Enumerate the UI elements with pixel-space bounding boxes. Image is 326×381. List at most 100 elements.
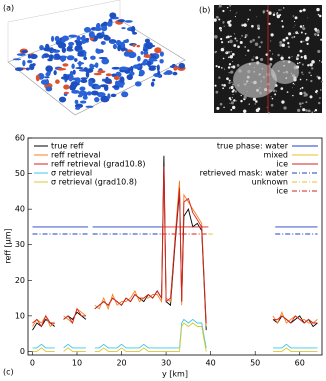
cloud-pixel xyxy=(272,13,276,17)
y-tick-label: 10 xyxy=(15,311,25,320)
cloud-pixel xyxy=(229,55,234,59)
cloud-blob xyxy=(117,19,126,23)
cloud-blob xyxy=(61,35,70,42)
cloud-blob xyxy=(132,64,141,69)
cloud-pixel xyxy=(300,31,303,34)
cloud-blob xyxy=(119,76,125,84)
cloud-pixel xyxy=(251,24,254,28)
cloud-pixel xyxy=(278,9,280,11)
cloud-blob xyxy=(74,58,78,62)
x-tick-label: 60 xyxy=(295,359,305,368)
y-tick-label: 20 xyxy=(15,276,25,285)
cloud-pixel xyxy=(215,65,218,68)
cloud-pixel xyxy=(309,63,313,67)
cloud-blob xyxy=(39,74,44,78)
cloud-pixel xyxy=(230,108,233,111)
cloud-blob xyxy=(163,72,169,75)
cloud-pixel xyxy=(302,108,306,112)
cloud-blob xyxy=(154,47,162,54)
cloud-pixel xyxy=(304,92,308,97)
cloud-pixel xyxy=(316,7,320,12)
cloud-render xyxy=(7,0,186,116)
cloud-pixel xyxy=(294,16,298,20)
cloud-blob xyxy=(173,66,178,71)
cloud-pixel xyxy=(237,45,240,49)
cloud-pixel xyxy=(307,109,311,113)
cloud-blob xyxy=(53,48,57,51)
cloud-pixel xyxy=(229,39,233,44)
cloud-pixel xyxy=(317,76,321,80)
cloud-pixel xyxy=(228,81,231,85)
cloud-pixel xyxy=(283,7,285,9)
cloud-pixel xyxy=(221,67,223,69)
cloud-blob xyxy=(94,97,100,103)
cloud-pixel xyxy=(311,60,315,64)
cloud-pixel xyxy=(243,23,247,27)
cloud-blob xyxy=(99,84,109,88)
cloud-pixel xyxy=(299,91,303,96)
cloud-pixel xyxy=(310,67,314,70)
cloud-blob xyxy=(25,67,30,71)
cloud-blob xyxy=(159,51,164,57)
cloud-blob xyxy=(98,56,108,59)
cloud-pixel xyxy=(296,31,297,33)
y-tick-label: 50 xyxy=(15,169,25,178)
cloud-pixel xyxy=(240,94,242,97)
cloud-pixel xyxy=(281,25,284,28)
cloud-blob xyxy=(121,27,126,30)
cloud-blob xyxy=(149,53,154,56)
cloud-blob xyxy=(125,38,129,43)
cloud-blob xyxy=(144,38,151,44)
plot-frame xyxy=(27,137,323,356)
cloud-pixel xyxy=(252,97,257,101)
cloud-pixel xyxy=(296,54,300,57)
cloud-blob xyxy=(113,75,120,81)
cloud-pixel xyxy=(226,51,228,53)
cloud-pixel xyxy=(231,81,233,84)
cloud-blob xyxy=(172,71,178,76)
cloud-pixel xyxy=(309,95,313,99)
cloud-pixel xyxy=(242,109,247,113)
cloud-pixel xyxy=(247,18,250,21)
cloud-pixel xyxy=(256,24,260,28)
cloud-pixel xyxy=(236,64,240,67)
cloud-blob xyxy=(90,90,99,96)
cloud-pixel xyxy=(221,84,224,86)
cloud-pixel xyxy=(226,77,229,81)
cloud-pixel xyxy=(294,24,296,26)
cloud-blob xyxy=(39,44,44,51)
cloud-pixel xyxy=(321,80,323,83)
cloud-pixel xyxy=(301,102,304,105)
cloud-pixel xyxy=(316,30,320,34)
cloud-pixel xyxy=(222,9,225,13)
cloud-pixel xyxy=(277,53,280,57)
cloud-blob xyxy=(88,79,93,87)
cloud-blob xyxy=(61,47,67,53)
cloud-blob xyxy=(156,64,160,72)
cloud-pixel xyxy=(257,27,260,30)
cloud-blob xyxy=(85,105,94,108)
cloud-blob xyxy=(21,50,28,54)
cloud-blob xyxy=(148,66,156,71)
cloud-blob xyxy=(137,55,141,62)
cloud-pixel xyxy=(317,13,320,16)
cloud-blob xyxy=(148,57,156,62)
cloud-blob xyxy=(142,48,149,52)
cloud-mass xyxy=(271,60,299,84)
cloud-blob xyxy=(140,50,144,55)
cloud-blob xyxy=(29,53,38,60)
cloud-pixel xyxy=(218,26,222,30)
y-tick-label: 0 xyxy=(20,347,25,356)
cloud-pixel xyxy=(281,55,283,57)
cloud-pixel xyxy=(252,38,255,42)
cloud-pixel xyxy=(317,34,320,37)
cloud-pixel xyxy=(228,71,230,74)
cloud-blob xyxy=(55,79,60,84)
cloud-pixel xyxy=(302,25,305,27)
cloud-blob xyxy=(146,60,152,67)
x-tick-label: 10 xyxy=(72,359,82,368)
cloud-blob xyxy=(124,20,133,23)
cloud-blob xyxy=(109,12,117,19)
cloud-pixel xyxy=(262,10,266,13)
